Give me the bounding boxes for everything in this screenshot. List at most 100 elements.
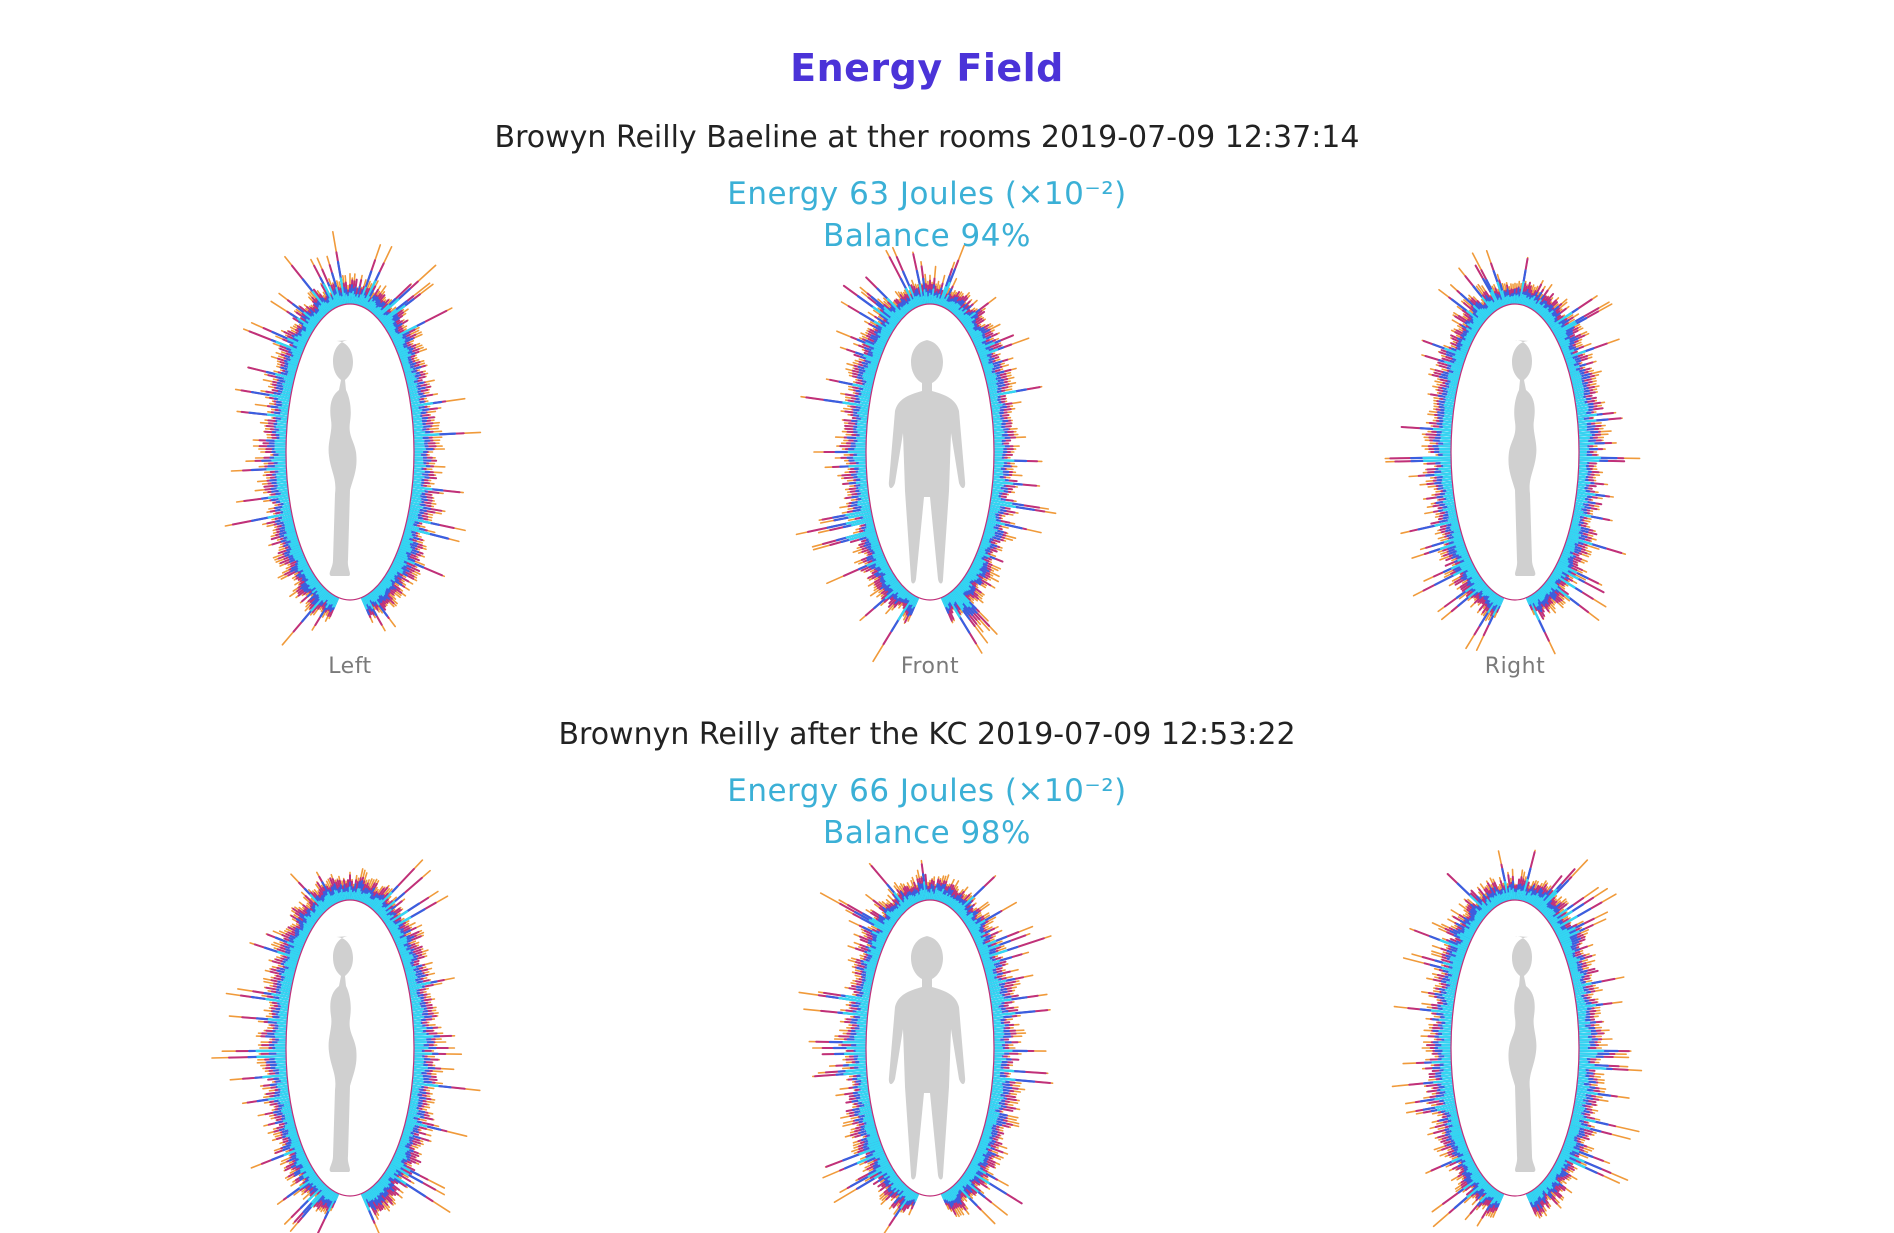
aura-ray	[987, 506, 1001, 512]
aura-ray	[367, 592, 376, 603]
aura-ray	[910, 595, 919, 609]
aura-ray	[857, 420, 869, 424]
aura-ray	[395, 1148, 406, 1155]
aura-ray	[1554, 330, 1567, 339]
aura-ray	[955, 585, 964, 594]
aura-ray	[1555, 562, 1578, 574]
aura-ray	[991, 477, 1006, 482]
aura-ray	[918, 284, 926, 306]
aura-ray	[976, 550, 990, 558]
aura-ray	[894, 311, 904, 320]
aura-ray	[1504, 296, 1510, 307]
aura-ray	[848, 511, 873, 519]
aura-ray	[266, 413, 290, 419]
aura-ray	[357, 294, 363, 307]
aura-ray	[341, 295, 346, 306]
aura-ray	[288, 1126, 298, 1132]
aura-ray	[954, 586, 970, 603]
aura-ray	[280, 516, 294, 522]
aura-ray	[283, 519, 295, 524]
aura-ray	[295, 1152, 307, 1159]
aura-ray	[396, 1144, 410, 1151]
aura-ray	[1447, 516, 1459, 522]
aura-ray	[1560, 346, 1569, 352]
aura-ray	[292, 550, 304, 557]
aura-ray	[391, 337, 403, 344]
aura-ray	[890, 316, 900, 325]
aura-ray	[1563, 350, 1586, 360]
aura-ray	[275, 1065, 288, 1069]
aura-ray	[384, 323, 394, 331]
aura-ray	[297, 935, 308, 942]
aura-ray	[323, 1188, 333, 1200]
aura-ray	[275, 340, 304, 354]
aura-ray	[284, 1115, 295, 1120]
aura-ray	[409, 499, 422, 504]
aura-ray	[390, 1158, 404, 1166]
aura-ray	[948, 303, 957, 313]
aura-ray	[906, 592, 913, 600]
aura-ray	[1565, 361, 1577, 367]
aura-ray	[297, 562, 310, 569]
aura-ray	[1446, 393, 1458, 398]
aura-ray	[278, 997, 291, 1001]
aura-ray	[1450, 523, 1461, 529]
aura-ray	[284, 523, 296, 529]
aura-ray	[331, 595, 338, 605]
aura-ray	[378, 1178, 390, 1188]
aura-ray	[1556, 560, 1569, 567]
aura-rays	[224, 230, 482, 646]
aura-ray	[887, 319, 898, 328]
aura-ray	[1561, 548, 1571, 554]
aura-ray	[939, 281, 951, 308]
aura-ray	[280, 409, 290, 413]
session-caption-baseline: Browyn Reilly Baeline at ther rooms 2019…	[494, 120, 1360, 155]
aura-ray	[302, 323, 315, 332]
aura-ray	[876, 339, 888, 346]
aura-ray	[934, 297, 939, 306]
aura-ray	[863, 372, 877, 378]
aura-ray	[322, 301, 332, 313]
aura-ray	[291, 352, 303, 358]
aura-ray	[864, 383, 874, 388]
aura-ray	[380, 579, 391, 588]
aura-ray	[986, 383, 997, 388]
aura-ray	[981, 363, 994, 369]
aura-ray	[281, 382, 294, 388]
aura-ray	[890, 580, 901, 589]
aura-ray	[409, 1095, 420, 1099]
aura-ray	[1572, 387, 1585, 393]
aura-ray	[940, 596, 947, 608]
aura-ray	[371, 1184, 381, 1194]
aura-ray	[1569, 375, 1582, 381]
aura-ray	[1444, 406, 1456, 411]
aura-ray	[376, 584, 386, 593]
aura-ray	[1576, 425, 1588, 429]
aura-ray	[1530, 593, 1539, 607]
aura-ray	[316, 584, 324, 592]
aura-ray	[884, 583, 903, 600]
aura-ray	[950, 304, 960, 315]
aura-ray	[280, 986, 293, 991]
aura-ray	[301, 330, 312, 337]
aura-ray	[1448, 514, 1459, 519]
aura-ray	[339, 295, 345, 307]
aura-ray	[330, 895, 338, 905]
aura-ray	[960, 312, 976, 325]
aura-ray	[950, 589, 964, 605]
aura-ray	[892, 582, 902, 591]
aura-ray	[1441, 431, 1453, 435]
aura-ray	[856, 411, 870, 416]
aura-ray	[945, 593, 961, 618]
aura-ray	[984, 377, 997, 383]
aura-ray	[1472, 579, 1485, 590]
aura-ray	[268, 1095, 291, 1101]
aura-ray	[1490, 300, 1499, 311]
aura-ray	[970, 563, 980, 570]
aura-ray	[983, 528, 996, 534]
aura-ray	[358, 286, 367, 307]
aura-ray	[1575, 485, 1585, 490]
aura-ray	[1460, 562, 1475, 570]
aura-ray	[857, 499, 871, 504]
